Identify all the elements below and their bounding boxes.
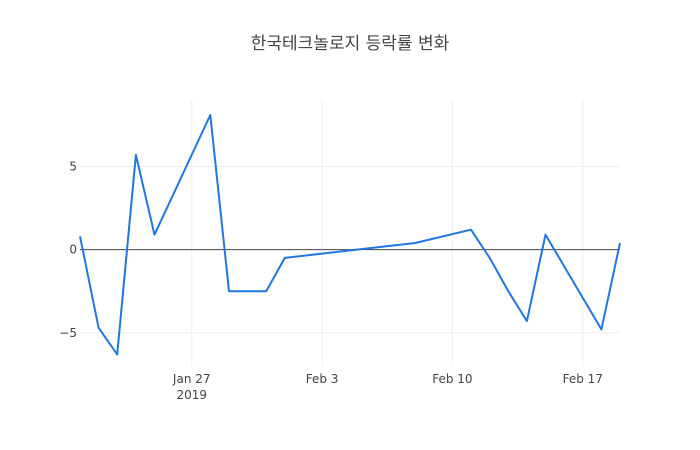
- y-tick-label: −5: [59, 326, 77, 340]
- y-tick-label: 5: [69, 160, 77, 174]
- y-tick-label: 0: [69, 243, 77, 257]
- series-layer: [79, 114, 621, 356]
- axis-layer: Jan 27 2019 Feb 3 Feb 10 Feb 17 −5 0 5: [59, 160, 603, 403]
- series-line[interactable]: [79, 114, 621, 356]
- chart-title: 한국테크놀로지 등락률 변화: [251, 34, 450, 54]
- x-tick-label: Jan 27: [172, 372, 211, 386]
- grid-layer: [80, 100, 620, 366]
- x-tick-label: Feb 3: [306, 372, 339, 386]
- x-tick-label: Feb 17: [563, 372, 603, 386]
- x-tick-sublabel: 2019: [176, 388, 207, 402]
- x-tick-label: Feb 10: [432, 372, 472, 386]
